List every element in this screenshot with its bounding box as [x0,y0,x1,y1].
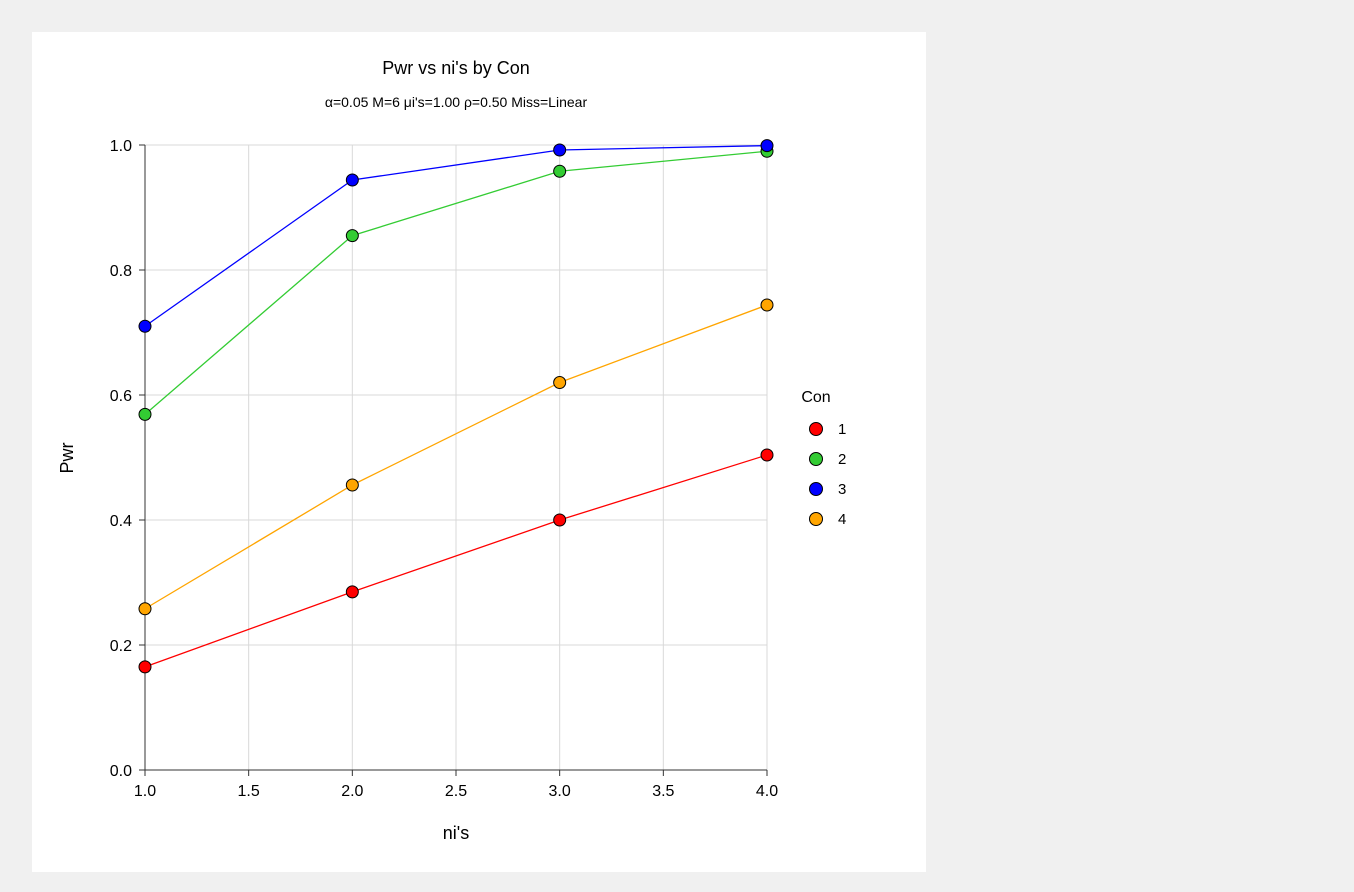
x-tick-label: 3.0 [549,783,571,800]
y-tick-label: 0.6 [110,388,132,405]
data-point-4 [138,602,152,616]
data-point-3 [553,143,567,157]
data-point-1 [553,513,567,527]
y-tick-label: 0.0 [110,763,132,780]
legend-marker-2 [809,452,823,466]
x-tick-label: 2.0 [341,783,363,800]
data-point-2 [138,407,152,421]
series-line-1 [144,454,768,668]
data-point-2 [553,164,567,178]
series-line-2 [144,150,768,415]
chart-subtitle: α=0.05 M=6 μi's=1.00 ρ=0.50 Miss=Linear [325,94,588,110]
legend-title: Con [801,389,830,406]
data-point-4 [553,376,567,389]
x-axis-label: ni's [443,823,469,843]
y-tick-label: 0.4 [110,513,132,530]
data-point-4 [345,478,359,492]
x-tick-label: 3.5 [652,783,674,800]
legend-marker-1 [809,422,823,436]
series-line-4 [144,304,768,610]
chart-title: Pwr vs ni's by Con [382,58,529,78]
y-tick-label: 0.2 [110,638,132,655]
y-tick-label: 1.0 [110,138,132,155]
x-tick-label: 4.0 [756,783,778,800]
data-point-1 [345,585,359,599]
line-chart: Pwr vs ni's by Con α=0.05 M=6 μi's=1.00 … [57,58,846,843]
series-lines [144,144,768,668]
legend-marker-4 [809,512,823,526]
data-point-3 [138,319,152,333]
grid-lines [145,144,768,770]
legend-label-3: 3 [838,481,846,498]
legend-label-4: 4 [838,511,846,528]
series-line-3 [144,144,768,327]
legend-label-2: 2 [838,451,846,468]
data-point-2 [345,229,359,243]
legend-marker-3 [809,482,823,496]
x-tick-label: 1.0 [134,783,156,800]
data-point-3 [760,139,774,153]
x-tick-label: 2.5 [445,783,467,800]
data-point-3 [345,173,359,187]
legend-label-1: 1 [838,421,846,438]
legend: Con 1 2 3 4 [801,389,846,528]
y-tick-label: 0.8 [110,263,132,280]
x-tick-label: 1.5 [238,783,260,800]
data-point-4 [760,298,774,312]
data-point-1 [760,448,774,462]
y-axis-label: Pwr [57,442,77,473]
series-points [138,139,774,674]
data-point-1 [138,660,152,674]
chart-panel: Pwr vs ni's by Con α=0.05 M=6 μi's=1.00 … [32,32,926,872]
axes: 1.0 1.5 2.0 2.5 3.0 3.5 4.0 0.0 0.2 0.4 0.6 0.8 1.0 [110,138,778,800]
